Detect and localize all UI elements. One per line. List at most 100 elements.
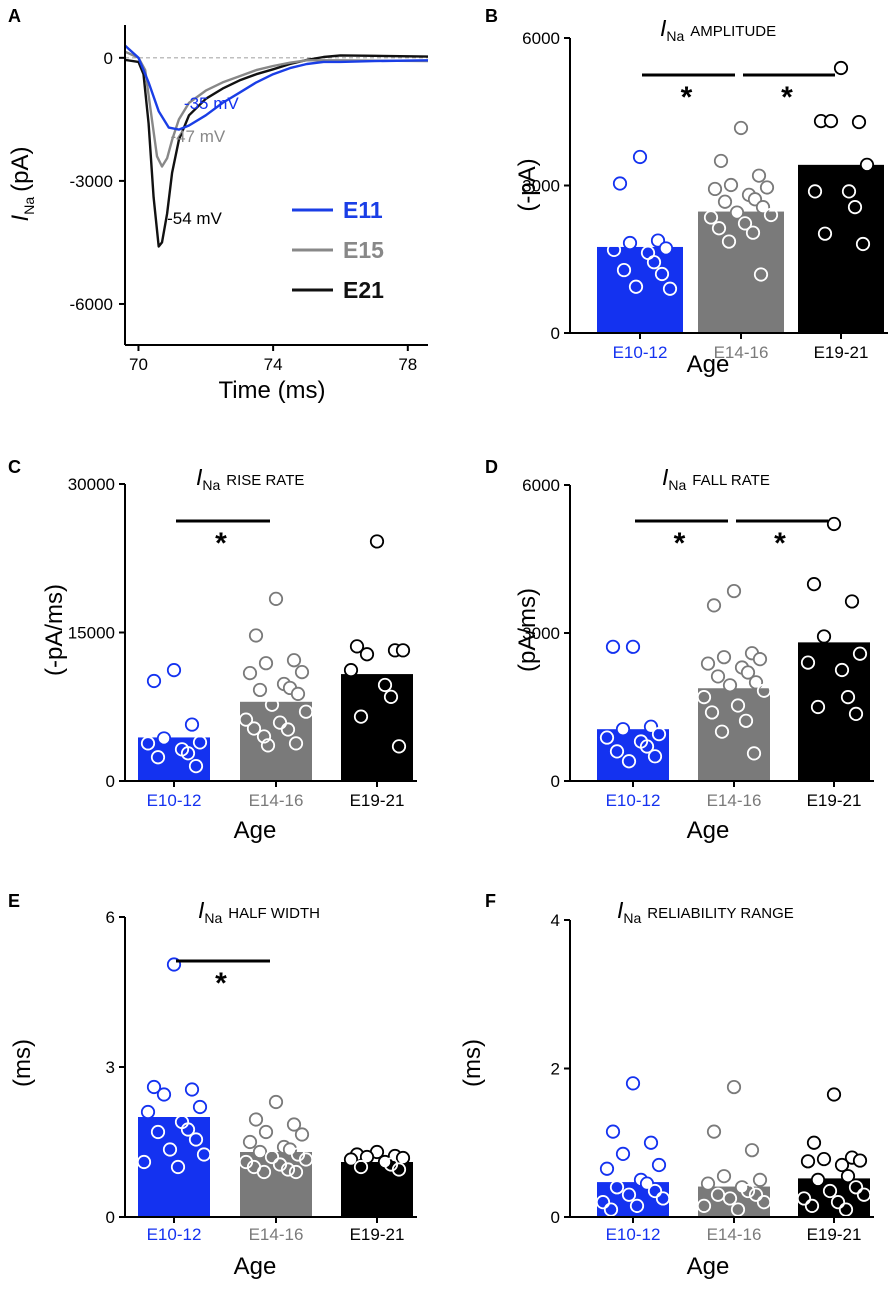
bar-E14-16 [698, 688, 770, 781]
data-point [714, 724, 730, 739]
data-point [605, 1124, 621, 1139]
panel-title: INa AMPLITUDE [660, 15, 776, 44]
y-tick-label: 0 [106, 772, 115, 791]
data-point [806, 1135, 822, 1150]
title-italic: I [617, 897, 624, 923]
title-italic: I [660, 15, 667, 41]
trace-label-E15: -47 mV [170, 127, 225, 146]
legend-label-E11: E11 [343, 197, 383, 223]
y-tick-label: 0 [104, 49, 113, 68]
panel-letter: B [485, 6, 498, 26]
data-point [242, 665, 258, 681]
y-tick-label: 2 [551, 1060, 560, 1079]
y-tick-label: 6000 [522, 476, 560, 495]
data-point [730, 1202, 746, 1217]
data-point [298, 1152, 314, 1167]
data-point [800, 1154, 816, 1169]
data-point [706, 1124, 722, 1139]
data-point [844, 594, 860, 609]
ylabel-unit: (pA) [7, 147, 34, 192]
data-point [662, 281, 678, 296]
data-point [359, 1149, 375, 1165]
data-point [756, 1195, 772, 1210]
data-point [826, 516, 842, 532]
x-axis-label: Age [687, 351, 730, 378]
title-subscript: Na [202, 477, 220, 493]
trace-label-E21: -54 mV [167, 209, 222, 228]
title-rest: AMPLITUDE [690, 23, 776, 40]
data-point [264, 697, 280, 712]
data-point [391, 739, 407, 754]
trace-E11 [124, 44, 429, 131]
data-point [248, 1112, 264, 1127]
x-tick-label: E19-21 [814, 343, 869, 362]
data-point [841, 184, 857, 199]
data-point [716, 650, 732, 665]
data-point [180, 1122, 196, 1137]
data-point [606, 242, 622, 258]
data-point [615, 1146, 631, 1161]
data-point [258, 1124, 274, 1140]
data-point [140, 1104, 156, 1120]
data-point [646, 255, 662, 270]
data-point [286, 653, 302, 668]
data-point [759, 180, 775, 195]
ylabel-subscript: Na [21, 197, 37, 215]
data-point [288, 736, 304, 751]
data-point [343, 663, 359, 678]
x-tick-label: E10-12 [613, 343, 668, 362]
data-point [823, 113, 839, 129]
y-tick-label: 6 [106, 908, 115, 927]
x-tick-label: E14-16 [714, 343, 769, 362]
data-point [756, 683, 772, 698]
data-point [150, 1124, 166, 1140]
data-point [763, 207, 779, 223]
y-tick-label: 0 [106, 1208, 115, 1227]
significance-star: * [215, 527, 227, 560]
data-point [752, 652, 768, 667]
data-point [238, 1154, 254, 1170]
data-point [748, 1187, 764, 1202]
title-italic: I [196, 464, 203, 490]
data-point [625, 1076, 641, 1091]
y-tick-label: 4 [551, 911, 560, 930]
data-point [136, 1154, 152, 1170]
data-point [822, 1183, 838, 1199]
data-point [599, 730, 615, 745]
data-point [838, 1202, 854, 1217]
data-point [184, 1082, 200, 1097]
y-tick-label: 6000 [522, 29, 560, 48]
data-point [744, 1143, 760, 1158]
y-axis-label: INa (pA) [7, 147, 37, 222]
x-tick-label: E14-16 [249, 1225, 304, 1244]
data-point [256, 1164, 272, 1180]
data-point [755, 200, 771, 215]
data-point [256, 729, 272, 744]
data-point [268, 1094, 284, 1110]
data-point [615, 722, 631, 737]
data-point [840, 690, 856, 705]
data-point [612, 176, 628, 191]
data-point [703, 210, 719, 225]
data-point [599, 1161, 615, 1176]
x-axis-label: Time (ms) [218, 377, 325, 404]
data-point [848, 706, 864, 722]
x-tick-label: E19-21 [350, 1225, 405, 1244]
data-point [804, 1198, 820, 1213]
title-subscript: Na [666, 28, 684, 44]
data-point [796, 1191, 812, 1206]
data-point [723, 177, 739, 193]
data-point [156, 1087, 172, 1102]
bar-E19-21 [341, 674, 413, 781]
data-point [288, 1164, 304, 1180]
data-point [294, 1127, 310, 1142]
panel-letter: D [485, 457, 498, 477]
data-point [752, 1172, 768, 1187]
data-point [359, 647, 375, 662]
data-point [800, 655, 816, 670]
x-tick-label: 70 [129, 355, 148, 374]
x-tick-label: E10-12 [147, 1225, 202, 1244]
panel-A: A -35 mV -47 mV -54 mV E11 E15 E21 0 -3000 -6000 7… [7, 6, 429, 404]
data-point [826, 1087, 842, 1102]
data-point [280, 1162, 296, 1177]
